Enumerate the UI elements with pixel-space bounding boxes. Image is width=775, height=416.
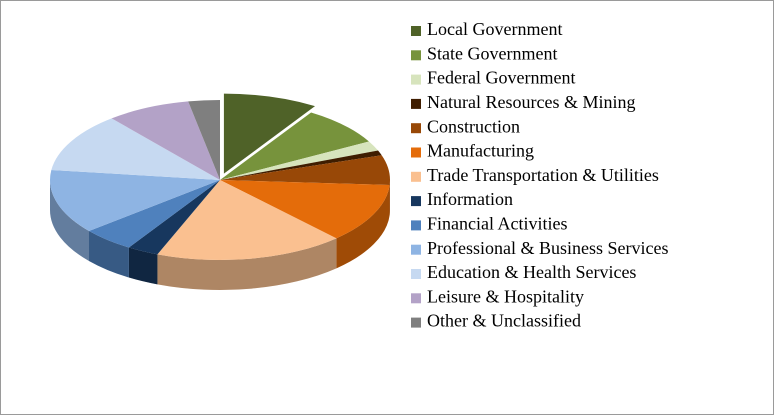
legend-label: Local Government bbox=[427, 19, 562, 39]
legend-swatch bbox=[411, 293, 421, 304]
slice-top bbox=[223, 93, 315, 174]
slice-top bbox=[89, 180, 220, 248]
pie-slice bbox=[157, 180, 337, 290]
legend-swatch bbox=[411, 123, 421, 134]
legend-label: Federal Government bbox=[427, 68, 575, 88]
legend-swatch bbox=[411, 244, 421, 255]
pie-slice bbox=[220, 150, 382, 180]
pie-slice bbox=[223, 93, 315, 174]
pie-slice bbox=[220, 141, 379, 180]
pie-slice bbox=[220, 112, 369, 180]
slice-side bbox=[336, 185, 390, 269]
legend-swatch bbox=[411, 171, 421, 182]
legend-label: Natural Resources & Mining bbox=[427, 92, 635, 112]
pie-slice bbox=[111, 101, 220, 180]
slice-side-shade bbox=[50, 180, 90, 261]
legend-label: Education & Health Services bbox=[427, 262, 636, 282]
legend-label: Information bbox=[427, 189, 513, 209]
slice-top bbox=[51, 118, 220, 180]
slice-top bbox=[50, 169, 220, 231]
slice-side bbox=[89, 230, 129, 278]
legend-label: Trade Transportation & Utilities bbox=[427, 165, 659, 185]
legend-label: Manufacturing bbox=[427, 141, 534, 161]
slice-top bbox=[157, 180, 337, 260]
legend-swatch bbox=[411, 50, 421, 61]
slice-top bbox=[220, 150, 382, 180]
slice-top bbox=[128, 180, 220, 255]
pie-slice bbox=[50, 169, 220, 261]
slice-side-shade bbox=[336, 185, 390, 269]
legend-swatch bbox=[411, 26, 421, 36]
legend-label: Financial Activities bbox=[427, 214, 567, 234]
slice-side bbox=[128, 247, 158, 285]
pie-slice bbox=[220, 155, 391, 216]
legend-swatch bbox=[411, 317, 421, 328]
legend-swatch bbox=[411, 74, 421, 85]
slice-top bbox=[220, 141, 379, 180]
pie-slice bbox=[51, 118, 220, 180]
legend-swatch bbox=[411, 196, 421, 207]
pie-slice bbox=[128, 180, 220, 285]
slice-side-shade bbox=[128, 247, 158, 285]
legend-swatch bbox=[411, 269, 421, 279]
legend-swatch bbox=[411, 220, 421, 231]
legend-swatch bbox=[411, 147, 421, 158]
pie-slice bbox=[188, 100, 220, 180]
slice-side bbox=[157, 238, 337, 290]
legend-label: Other & Unclassified bbox=[427, 311, 581, 331]
legend-label: Leisure & Hospitality bbox=[427, 286, 584, 306]
pie-slice bbox=[89, 180, 220, 278]
pie-slice bbox=[220, 180, 390, 269]
slice-top bbox=[188, 100, 220, 180]
legend-label: Construction bbox=[427, 116, 520, 136]
legend-label: State Government bbox=[427, 43, 557, 63]
slice-top bbox=[220, 112, 369, 180]
slice-top bbox=[220, 180, 390, 239]
slice-top bbox=[220, 155, 391, 186]
slice-top bbox=[111, 101, 220, 180]
legend-label: Professional & Business Services bbox=[427, 238, 668, 258]
slice-side bbox=[50, 180, 90, 261]
slice-side-shade bbox=[89, 230, 129, 278]
slice-side-shade bbox=[157, 238, 337, 290]
legend-swatch bbox=[411, 98, 421, 109]
